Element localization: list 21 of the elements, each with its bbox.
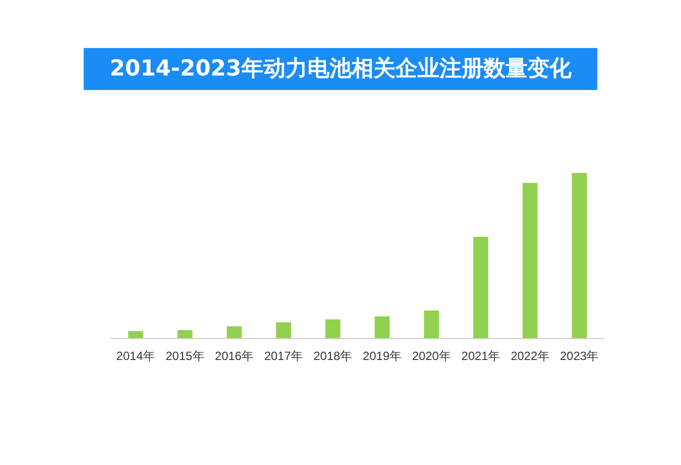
- x-tick-label: 2020年: [412, 349, 451, 363]
- x-tick-label: 2014年: [116, 349, 155, 363]
- x-tick-label: 2023年: [560, 349, 599, 363]
- bar: [473, 236, 488, 338]
- x-tick-label: 2017年: [264, 349, 303, 363]
- x-tick-label: 2015年: [166, 349, 204, 363]
- bar: [276, 322, 292, 338]
- bar: [325, 319, 340, 338]
- bar: [522, 182, 538, 338]
- x-tick-label: 2016年: [214, 349, 254, 363]
- bar: [424, 310, 439, 338]
- x-tick-label: 2019年: [362, 349, 402, 363]
- bar: [572, 173, 587, 338]
- bar: [128, 331, 144, 338]
- x-tick-label: 2018年: [314, 349, 352, 363]
- chart-title: 2014-2023年动力电池相关企业注册数量变化: [110, 56, 572, 82]
- bar: [177, 330, 192, 338]
- x-tick-label: 2022年: [510, 349, 550, 363]
- bar: [374, 316, 390, 338]
- x-tick-label: 2021年: [461, 349, 500, 363]
- bar: [226, 326, 242, 338]
